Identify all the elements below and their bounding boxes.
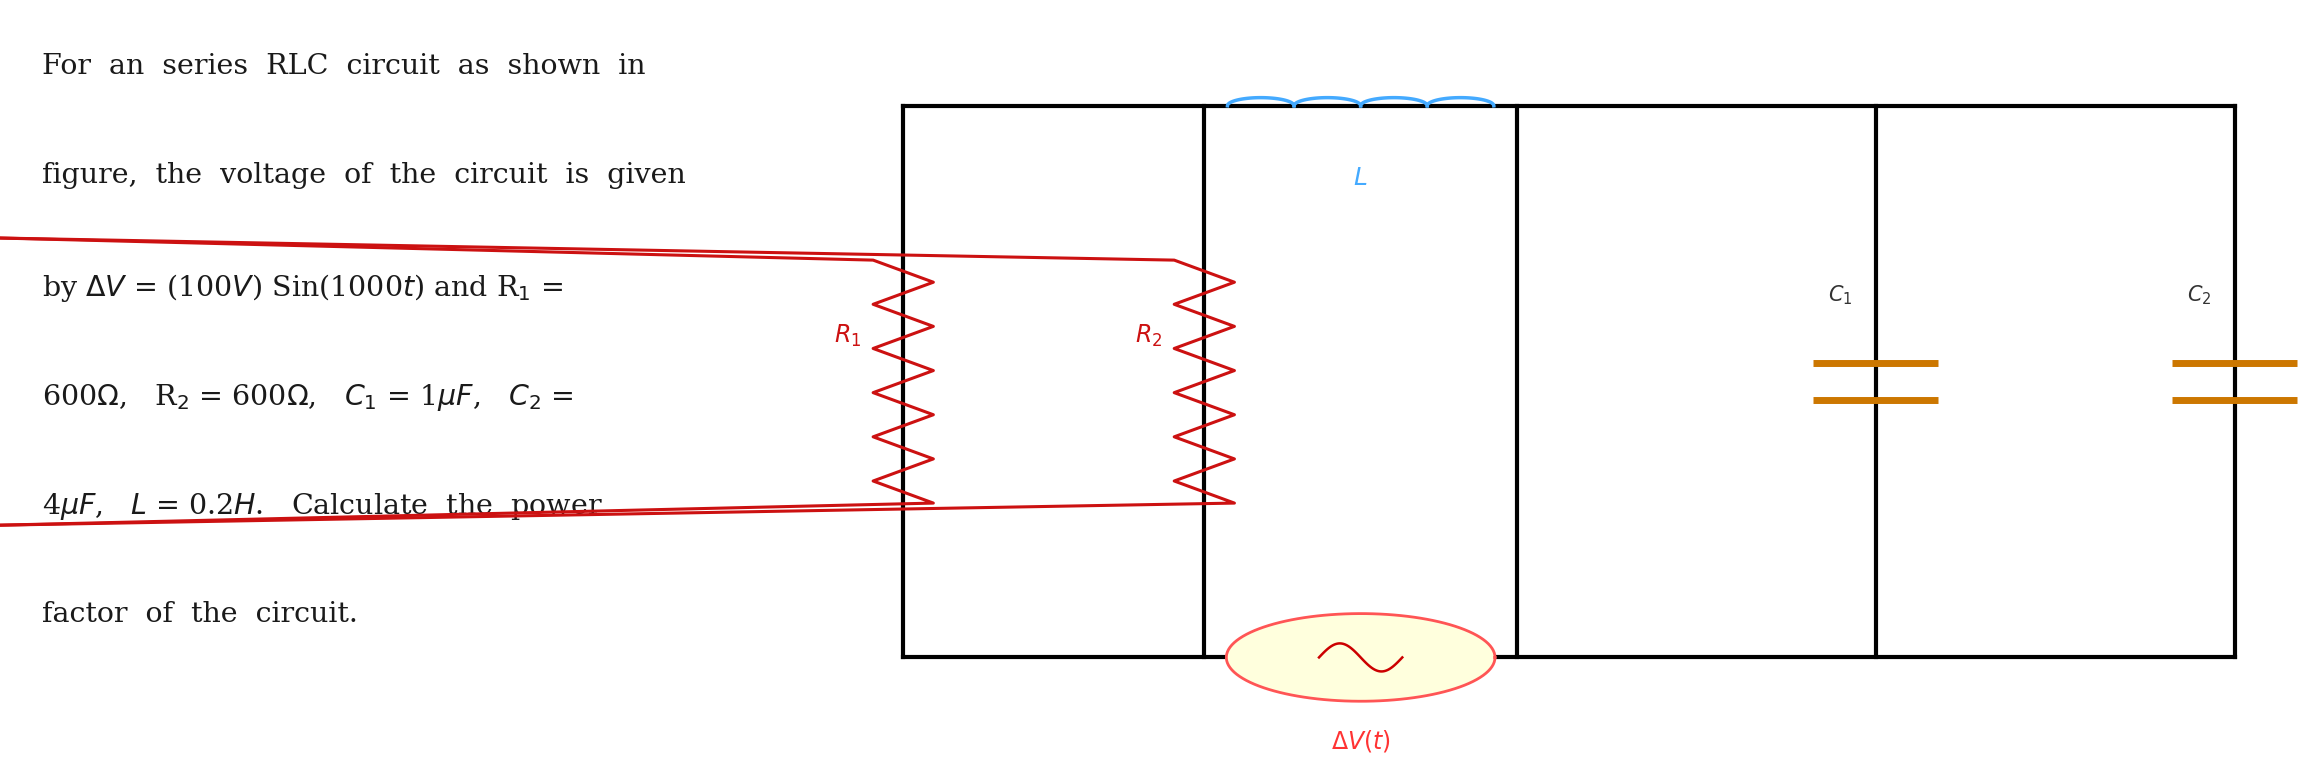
Polygon shape bbox=[1227, 613, 1496, 701]
Text: figure,  the  voltage  of  the  circuit  is  given: figure, the voltage of the circuit is gi… bbox=[42, 163, 686, 189]
Text: factor  of  the  circuit.: factor of the circuit. bbox=[42, 600, 357, 628]
Text: 600$\Omega$,   R$_2$ = 600$\Omega$,   $C_1$ = 1$\mu F$,   $C_2$ =: 600$\Omega$, R$_2$ = 600$\Omega$, $C_1$ … bbox=[42, 382, 574, 413]
Text: by $\Delta V$ = (100$V$) Sin(1000$t$) and R$_1$ =: by $\Delta V$ = (100$V$) Sin(1000$t$) an… bbox=[42, 272, 563, 304]
Text: $R_2$: $R_2$ bbox=[1135, 323, 1163, 350]
Text: $R_1$: $R_1$ bbox=[834, 323, 862, 350]
Text: $\Delta V(t)$: $\Delta V(t)$ bbox=[1332, 727, 1390, 754]
Text: $C_1$: $C_1$ bbox=[1827, 283, 1853, 306]
Text: $C_2$: $C_2$ bbox=[2186, 283, 2212, 306]
Text: $L$: $L$ bbox=[1353, 166, 1369, 190]
Text: 4$\mu F$,   $L$ = 0.2$H$.   Calculate  the  power: 4$\mu F$, $L$ = 0.2$H$. Calculate the po… bbox=[42, 491, 602, 522]
Text: For  an  series  RLC  circuit  as  shown  in: For an series RLC circuit as shown in bbox=[42, 53, 646, 80]
